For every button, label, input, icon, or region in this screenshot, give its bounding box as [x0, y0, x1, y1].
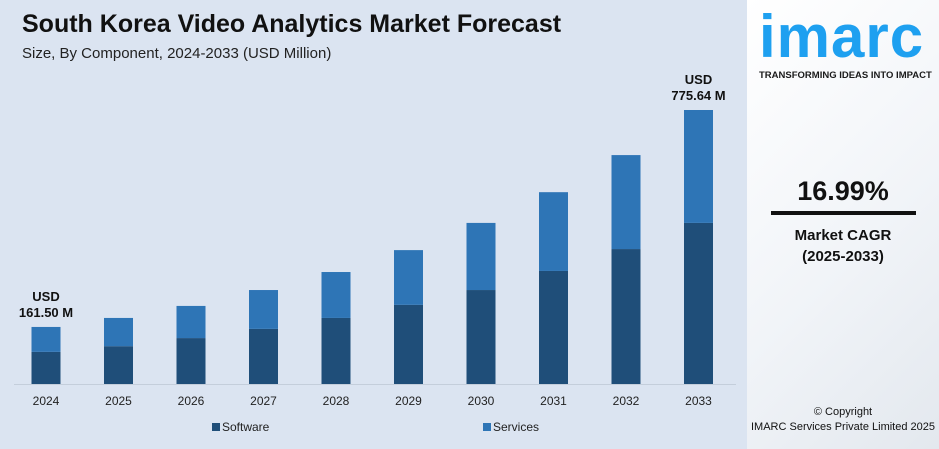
x-tick-label-2026: 2026	[178, 394, 205, 408]
bar-services-2033	[684, 110, 713, 223]
legend-label-software: Software	[222, 420, 270, 434]
cagr-value: 16.99%	[797, 176, 889, 206]
bar-services-2027	[249, 290, 278, 329]
bar-software-2026	[176, 338, 206, 384]
bar-services-2026	[176, 305, 206, 339]
total-label-line1-2024: USD	[32, 289, 59, 304]
x-tick-label-2030: 2030	[468, 394, 495, 408]
bar-services-2029	[394, 250, 423, 305]
x-tick-label-2033: 2033	[685, 394, 712, 408]
bar-software-2033	[684, 222, 713, 384]
bar-services-2025	[104, 317, 133, 347]
page-subtitle: Size, By Component, 2024-2033 (USD Milli…	[22, 45, 332, 62]
x-tick-label-2029: 2029	[395, 394, 422, 408]
bar-software-2030	[466, 290, 496, 384]
bar-services-2024	[31, 326, 61, 352]
bar-services-2030	[466, 222, 496, 291]
total-label-line2-2033: 775.64 M	[671, 88, 725, 103]
bar-software-2024	[31, 351, 61, 384]
divider	[771, 211, 916, 215]
bar-services-2032	[611, 155, 641, 250]
total-label-line1-2033: USD	[685, 72, 712, 87]
copyright-text: © Copyright	[813, 406, 873, 418]
cagr-label: Market CAGR (2025-2033)	[747, 225, 939, 267]
stacked-bar-chart: 2024 2025 2026 2027 2028 2029 2030 2031 2032 2033…	[14, 72, 736, 434]
bar-software-2027	[249, 328, 278, 384]
legend-swatch-software	[212, 423, 220, 431]
legend-label-services: Services	[493, 420, 539, 434]
x-tick-label-2025: 2025	[105, 394, 132, 408]
imarc-logo: imarc	[759, 3, 925, 70]
x-tick-label-2031: 2031	[540, 394, 567, 408]
bar-services-2031	[539, 192, 568, 271]
bar-services-2028	[321, 272, 351, 318]
page-title: South Korea Video Analytics Market Forec…	[22, 10, 562, 38]
sidebar-panel: imarc TRANSFORMING IDEAS INTO IMPACT 16.…	[747, 0, 939, 449]
bar-software-2032	[611, 249, 641, 384]
bar-software-2031	[539, 270, 568, 384]
logo-tagline: TRANSFORMING IDEAS INTO IMPACT	[759, 70, 932, 81]
total-label-line2-2024: 161.50 M	[19, 305, 73, 320]
bar-software-2029	[394, 304, 423, 384]
bar-software-2025	[104, 346, 133, 384]
x-tick-label-2032: 2032	[613, 394, 640, 408]
legend-swatch-services	[483, 423, 491, 431]
x-tick-label-2028: 2028	[323, 394, 350, 408]
cagr-period: (2025-2033)	[802, 248, 884, 265]
x-tick-label-2024: 2024	[33, 394, 60, 408]
x-tick-label-2027: 2027	[250, 394, 277, 408]
bar-software-2028	[321, 317, 351, 384]
company-name: IMARC Services Private Limited 2025	[750, 421, 935, 433]
copyright: © Copyright IMARC Services Private Limit…	[747, 405, 939, 435]
cagr-label-text: Market CAGR	[794, 227, 892, 244]
